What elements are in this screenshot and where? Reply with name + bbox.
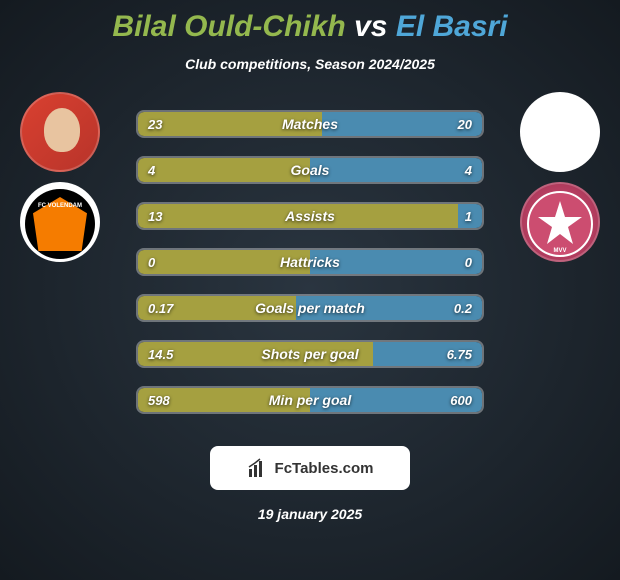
face-icon <box>44 108 80 152</box>
stat-label: Matches <box>138 116 482 132</box>
stat-row: 00Hattricks <box>136 248 484 276</box>
player2-club-badge: MVV <box>520 182 600 262</box>
club-left-label: FC VOLENDAM <box>38 203 82 209</box>
stat-row: 0.170.2Goals per match <box>136 294 484 322</box>
stat-label: Goals per match <box>138 300 482 316</box>
chart-icon <box>247 457 269 479</box>
stat-row: 44Goals <box>136 156 484 184</box>
player1-name: Bilal Ould-Chikh <box>112 10 345 43</box>
date-text: 19 january 2025 <box>0 506 620 522</box>
subtitle: Club competitions, Season 2024/2025 <box>0 56 620 72</box>
stat-row: 2320Matches <box>136 110 484 138</box>
player1-club-badge: FC VOLENDAM <box>20 182 100 262</box>
comparison-area: FC VOLENDAM MVV 2320Matches 44Goals 131Ass… <box>0 92 620 432</box>
player2-name: El Basri <box>396 10 508 43</box>
stat-label: Assists <box>138 208 482 224</box>
stat-label: Goals <box>138 162 482 178</box>
stat-label: Hattricks <box>138 254 482 270</box>
stat-row: 598600Min per goal <box>136 386 484 414</box>
player1-column: FC VOLENDAM <box>10 92 110 272</box>
volendam-shield-icon: FC VOLENDAM <box>25 189 95 259</box>
player1-avatar <box>20 92 100 172</box>
stat-row: 131Assists <box>136 202 484 230</box>
page-title: Bilal Ould-Chikh vs El Basri <box>0 0 620 44</box>
stat-label: Shots per goal <box>138 346 482 362</box>
club-right-label: MVV <box>553 248 566 254</box>
stat-row: 14.56.75Shots per goal <box>136 340 484 368</box>
stat-bars-container: 2320Matches 44Goals 131Assists 00Hattricks 0… <box>136 110 484 432</box>
player2-avatar <box>520 92 600 172</box>
brand-badge: FcTables.com <box>210 446 410 490</box>
stat-label: Min per goal <box>138 392 482 408</box>
brand-text: FcTables.com <box>275 460 374 477</box>
player2-column: MVV <box>510 92 610 272</box>
mvv-star-icon: MVV <box>525 189 595 259</box>
vs-text: vs <box>354 10 387 43</box>
